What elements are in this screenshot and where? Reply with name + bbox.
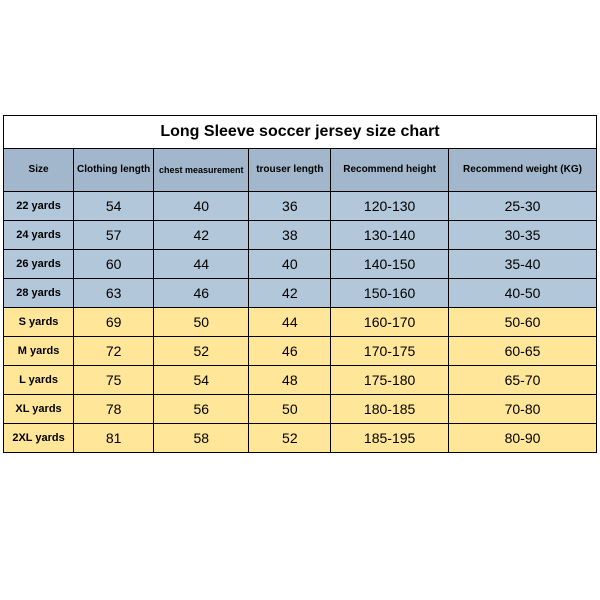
cell-weight: 65-70 [448, 366, 596, 395]
cell-weight: 50-60 [448, 308, 596, 337]
table-row: 22 yards544036120-13025-30 [4, 192, 597, 221]
table-row: L yards755448175-18065-70 [4, 366, 597, 395]
cell-chest: 54 [154, 366, 249, 395]
col-header-size: Size [4, 149, 74, 192]
cell-height: 130-140 [331, 221, 449, 250]
cell-chest: 44 [154, 250, 249, 279]
col-header-trouser: trouser length [249, 149, 331, 192]
cell-chest: 56 [154, 395, 249, 424]
cell-height: 120-130 [331, 192, 449, 221]
cell-size: L yards [4, 366, 74, 395]
cell-length: 54 [74, 192, 154, 221]
cell-weight: 35-40 [448, 250, 596, 279]
cell-size: M yards [4, 337, 74, 366]
cell-size: 2XL yards [4, 424, 74, 453]
col-header-chest: chest measurement [154, 149, 249, 192]
col-header-height: Recommend height [331, 149, 449, 192]
cell-weight: 60-65 [448, 337, 596, 366]
cell-weight: 25-30 [448, 192, 596, 221]
cell-length: 78 [74, 395, 154, 424]
cell-trouser: 40 [249, 250, 331, 279]
cell-height: 185-195 [331, 424, 449, 453]
size-chart-table: Long Sleeve soccer jersey size chart Siz… [3, 115, 597, 453]
table-row: 2XL yards815852185-19580-90 [4, 424, 597, 453]
cell-chest: 50 [154, 308, 249, 337]
table-row: M yards725246170-17560-65 [4, 337, 597, 366]
cell-height: 180-185 [331, 395, 449, 424]
cell-size: 22 yards [4, 192, 74, 221]
cell-size: 26 yards [4, 250, 74, 279]
cell-trouser: 44 [249, 308, 331, 337]
cell-trouser: 50 [249, 395, 331, 424]
cell-length: 75 [74, 366, 154, 395]
cell-size: S yards [4, 308, 74, 337]
cell-trouser: 42 [249, 279, 331, 308]
table-row: S yards695044160-17050-60 [4, 308, 597, 337]
cell-length: 69 [74, 308, 154, 337]
cell-height: 160-170 [331, 308, 449, 337]
cell-length: 57 [74, 221, 154, 250]
col-header-weight: Recommend weight (KG) [448, 149, 596, 192]
cell-weight: 80-90 [448, 424, 596, 453]
cell-length: 63 [74, 279, 154, 308]
cell-height: 170-175 [331, 337, 449, 366]
cell-size: XL yards [4, 395, 74, 424]
chart-title: Long Sleeve soccer jersey size chart [4, 116, 597, 149]
cell-chest: 40 [154, 192, 249, 221]
cell-length: 72 [74, 337, 154, 366]
cell-trouser: 36 [249, 192, 331, 221]
cell-trouser: 38 [249, 221, 331, 250]
cell-trouser: 52 [249, 424, 331, 453]
cell-chest: 46 [154, 279, 249, 308]
cell-height: 175-180 [331, 366, 449, 395]
cell-weight: 30-35 [448, 221, 596, 250]
cell-weight: 40-50 [448, 279, 596, 308]
table-row: 24 yards574238130-14030-35 [4, 221, 597, 250]
cell-weight: 70-80 [448, 395, 596, 424]
cell-height: 150-160 [331, 279, 449, 308]
cell-chest: 52 [154, 337, 249, 366]
cell-size: 24 yards [4, 221, 74, 250]
cell-chest: 42 [154, 221, 249, 250]
col-header-length: Clothing length [74, 149, 154, 192]
cell-trouser: 46 [249, 337, 331, 366]
cell-height: 140-150 [331, 250, 449, 279]
cell-trouser: 48 [249, 366, 331, 395]
cell-length: 81 [74, 424, 154, 453]
table-row: XL yards785650180-18570-80 [4, 395, 597, 424]
table-row: 26 yards604440140-15035-40 [4, 250, 597, 279]
cell-chest: 58 [154, 424, 249, 453]
cell-length: 60 [74, 250, 154, 279]
table-row: 28 yards634642150-16040-50 [4, 279, 597, 308]
cell-size: 28 yards [4, 279, 74, 308]
